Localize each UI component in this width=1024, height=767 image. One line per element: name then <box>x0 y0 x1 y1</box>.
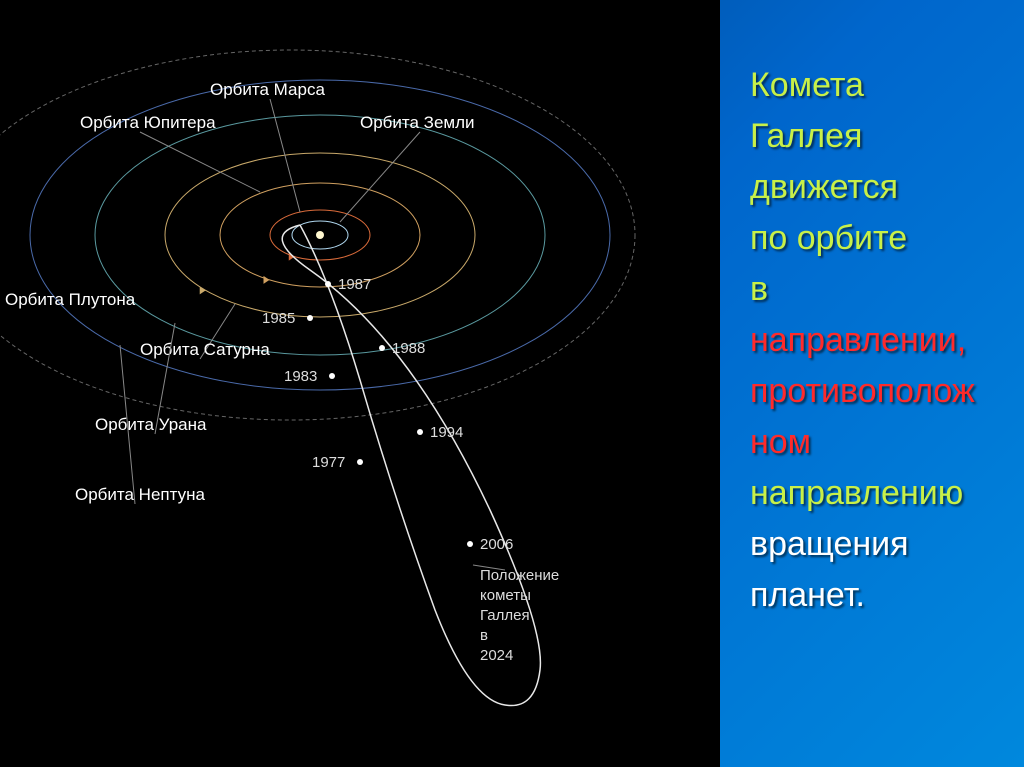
orbit-label-mars: Орбита Марса <box>210 80 325 99</box>
side-text-block: КометаГаллеядвижетсяпо орбитевнаправлени… <box>750 60 1004 621</box>
comet-year-1987: 1987 <box>338 276 371 293</box>
orbit-label-jupiter: Орбита Юпитера <box>80 113 216 132</box>
comet-point-1987 <box>325 281 331 287</box>
orbit-label-uranus: Орбита Урана <box>95 415 207 434</box>
side-text-word: направлению <box>750 468 1004 519</box>
orbit-arrow <box>200 286 206 294</box>
orbit-label-earth: Орбита Земли <box>360 113 475 132</box>
side-text-word: ном <box>750 417 1004 468</box>
comet-annotation-line: кометы <box>480 587 531 604</box>
orbit-label-saturn: Орбита Сатурна <box>140 340 270 359</box>
comet-year-2006: 2006 <box>480 536 513 553</box>
comet-annotation-line: Галлея <box>480 607 530 624</box>
comet-year-1985: 1985 <box>262 310 295 327</box>
side-text-word: в <box>750 264 1004 315</box>
comet-point-1977 <box>357 459 363 465</box>
side-text-panel: КометаГаллеядвижетсяпо орбитевнаправлени… <box>720 0 1024 767</box>
comet-point-1988 <box>379 345 385 351</box>
comet-annotation-line: Положение <box>480 567 559 584</box>
orbit-arrow <box>264 276 270 284</box>
comet-point-1983 <box>329 373 335 379</box>
comet-point-1994 <box>417 429 423 435</box>
comet-annotation-line: в <box>480 627 488 644</box>
side-text-word: вращения <box>750 519 1004 570</box>
side-text-word: планет. <box>750 570 1004 621</box>
comet-annotation-line: 2024 <box>480 647 513 664</box>
sun <box>316 231 324 239</box>
comet-point-1985 <box>307 315 313 321</box>
orbit-diagram: Орбита Земли Орбита Марса Орбита Юпитера Ор… <box>0 0 720 767</box>
side-text-word: Галлея <box>750 111 1004 162</box>
orbit-label-neptune: Орбита Нептуна <box>75 485 205 504</box>
leader-line <box>340 132 420 222</box>
side-text-word: направлении, <box>750 315 1004 366</box>
side-text-word: противополож <box>750 366 1004 417</box>
orbit-label-pluto: Орбита Плутона <box>5 290 136 309</box>
comet-year-1983: 1983 <box>284 368 317 385</box>
comet-point-2006 <box>467 541 473 547</box>
side-text-word: Комета <box>750 60 1004 111</box>
orbit-svg: Орбита Земли Орбита Марса Орбита Юпитера Ор… <box>0 0 720 767</box>
comet-year-1988: 1988 <box>392 340 425 357</box>
comet-year-1977: 1977 <box>312 454 345 471</box>
comet-year-1994: 1994 <box>430 424 463 441</box>
side-text-word: по орбите <box>750 213 1004 264</box>
side-text-word: движется <box>750 162 1004 213</box>
